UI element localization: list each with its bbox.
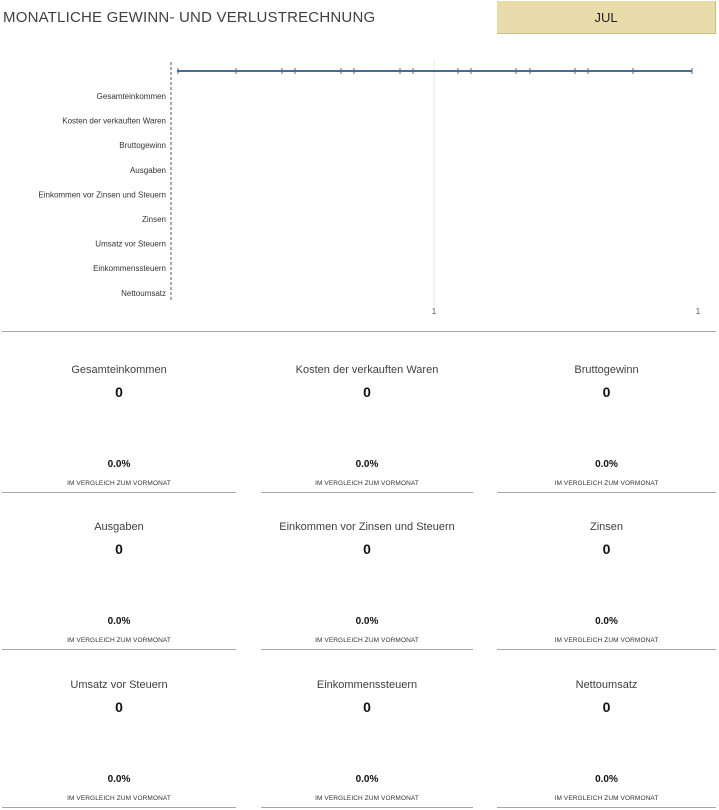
kpi-change: 0.0% <box>595 459 618 470</box>
kpi-name: Einkommenssteuern <box>316 679 418 691</box>
kpi-value: 0 <box>115 699 123 715</box>
month-selector[interactable]: JUL <box>497 1 716 34</box>
kpi-divider <box>261 807 473 808</box>
kpi-change: 0.0% <box>107 616 131 627</box>
kpi-value: 0 <box>115 384 123 400</box>
kpi-value: 0 <box>363 699 371 715</box>
kpi-comparison-label: IM VERGLEICH ZUM VORMONAT <box>554 795 659 802</box>
category-label: Einkommenssteuern <box>93 264 166 273</box>
kpi-card: Umsatz vor Steuern 0 0.0% IM VERGLEICH ZUM … <box>2 679 236 809</box>
kpi-divider <box>261 492 473 493</box>
kpi-change: 0.0% <box>355 774 379 785</box>
category-label: Gesamteinkommen <box>97 92 166 101</box>
kpi-change: 0.0% <box>595 616 618 627</box>
x-tick-label: 1 <box>432 307 437 316</box>
kpi-divider <box>261 649 473 650</box>
page-title: MONATLICHE GEWINN- UND VERLUSTRECHNUNG <box>3 9 376 26</box>
category-label: Einkommen vor Zinsen und Steuern <box>38 190 166 199</box>
kpi-comparison-label: IM VERGLEICH ZUM VORMONAT <box>67 637 171 644</box>
section-divider <box>2 331 716 332</box>
kpi-value: 0 <box>115 541 123 557</box>
kpi-card: Kosten der verkauften Waren 0 0.0% IM VERGL… <box>261 364 473 494</box>
kpi-value: 0 <box>602 384 611 400</box>
kpi-name: Bruttogewinn <box>574 364 639 376</box>
kpi-value: 0 <box>363 384 371 400</box>
kpi-name: Einkommen vor Zinsen und Steuern <box>279 521 455 533</box>
category-label: Umsatz vor Steuern <box>95 240 166 249</box>
kpi-change: 0.0% <box>355 616 379 627</box>
kpi-divider <box>2 492 236 493</box>
pnl-bar-chart: Gesamteinkommen Kosten der verkauften War… <box>38 60 701 316</box>
kpi-comparison-label: IM VERGLEICH ZUM VORMONAT <box>67 480 171 487</box>
kpi-card: Ausgaben 0 0.0% IM VERGLEICH ZUM VORMONAT <box>2 521 236 651</box>
category-label: Kosten der verkauften Waren <box>62 117 166 126</box>
category-label: Zinsen <box>142 215 166 224</box>
kpi-divider <box>497 649 716 650</box>
kpi-comparison-label: IM VERGLEICH ZUM VORMONAT <box>554 480 659 487</box>
x-tick-label: 1 <box>696 307 701 316</box>
kpi-name: Gesamteinkommen <box>71 364 167 376</box>
kpi-comparison-label: IM VERGLEICH ZUM VORMONAT <box>315 480 419 487</box>
kpi-card: Zinsen 0 0.0% IM VERGLEICH ZUM VORMONAT <box>497 521 716 651</box>
kpi-comparison-label: IM VERGLEICH ZUM VORMONAT <box>554 637 659 644</box>
kpi-value: 0 <box>602 699 611 715</box>
kpi-name: Zinsen <box>589 521 624 533</box>
kpi-card: Gesamteinkommen 0 0.0% IM VERGLEICH ZUM VOR… <box>2 364 236 494</box>
kpi-card: Einkommen vor Zinsen und Steuern 0 0.0% IM … <box>261 521 473 651</box>
kpi-divider <box>497 807 716 808</box>
kpi-name: Ausgaben <box>94 521 144 533</box>
kpi-change: 0.0% <box>107 774 131 785</box>
kpi-divider <box>497 492 716 493</box>
category-label: Nettoumsatz <box>121 289 166 298</box>
kpi-card: Einkommenssteuern 0 0.0% IM VERGLEICH ZUM V… <box>261 679 473 809</box>
kpi-divider <box>2 807 236 808</box>
kpi-change: 0.0% <box>355 459 379 470</box>
kpi-divider <box>2 649 236 650</box>
kpi-card: Bruttogewinn 0 0.0% IM VERGLEICH ZUM VORMON… <box>497 364 716 494</box>
kpi-comparison-label: IM VERGLEICH ZUM VORMONAT <box>67 795 171 802</box>
kpi-value: 0 <box>363 541 371 557</box>
kpi-change: 0.0% <box>595 774 618 785</box>
kpi-name: Kosten der verkauften Waren <box>295 364 439 376</box>
kpi-comparison-label: IM VERGLEICH ZUM VORMONAT <box>315 637 419 644</box>
kpi-name: Nettoumsatz <box>575 679 638 691</box>
kpi-change: 0.0% <box>107 459 131 470</box>
kpi-card: Nettoumsatz 0 0.0% IM VERGLEICH ZUM VORMONA… <box>497 679 716 809</box>
category-label: Bruttogewinn <box>119 141 166 150</box>
kpi-name: Umsatz vor Steuern <box>70 679 168 691</box>
kpi-comparison-label: IM VERGLEICH ZUM VORMONAT <box>315 795 419 802</box>
kpi-value: 0 <box>602 541 611 557</box>
category-label: Ausgaben <box>130 166 166 175</box>
